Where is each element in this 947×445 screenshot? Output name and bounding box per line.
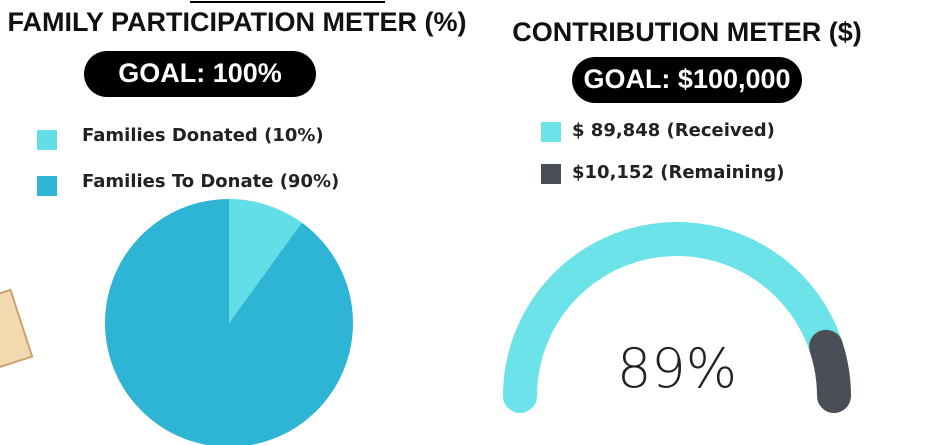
- gauge-center-label: 89%: [617, 337, 737, 400]
- legend-swatch: [541, 164, 561, 184]
- goal-text: GOAL: $100,000: [583, 64, 790, 94]
- legend-label: $10,152 (Remaining): [572, 162, 785, 183]
- goal-text: GOAL: 100%: [118, 58, 282, 88]
- legend-label: Families To Donate (90%): [82, 171, 339, 192]
- pie-slice: [105, 199, 353, 445]
- legend-label: $ 89,848 (Received): [572, 120, 775, 141]
- legend-swatch: [541, 122, 561, 142]
- legend-swatch: [37, 176, 57, 196]
- gauge-arc: [826, 347, 834, 396]
- legend-label: Families Donated (10%): [82, 125, 324, 146]
- legend-swatch: [37, 130, 57, 150]
- chart-title: CONTRIBUTION METER ($): [512, 17, 861, 47]
- page: FAMILY PARTICIPATION METER (%) GOAL: 100%…: [0, 0, 947, 445]
- chart-title: FAMILY PARTICIPATION METER (%): [7, 7, 466, 37]
- dashboard: FAMILY PARTICIPATION METER (%) GOAL: 100%…: [0, 0, 947, 445]
